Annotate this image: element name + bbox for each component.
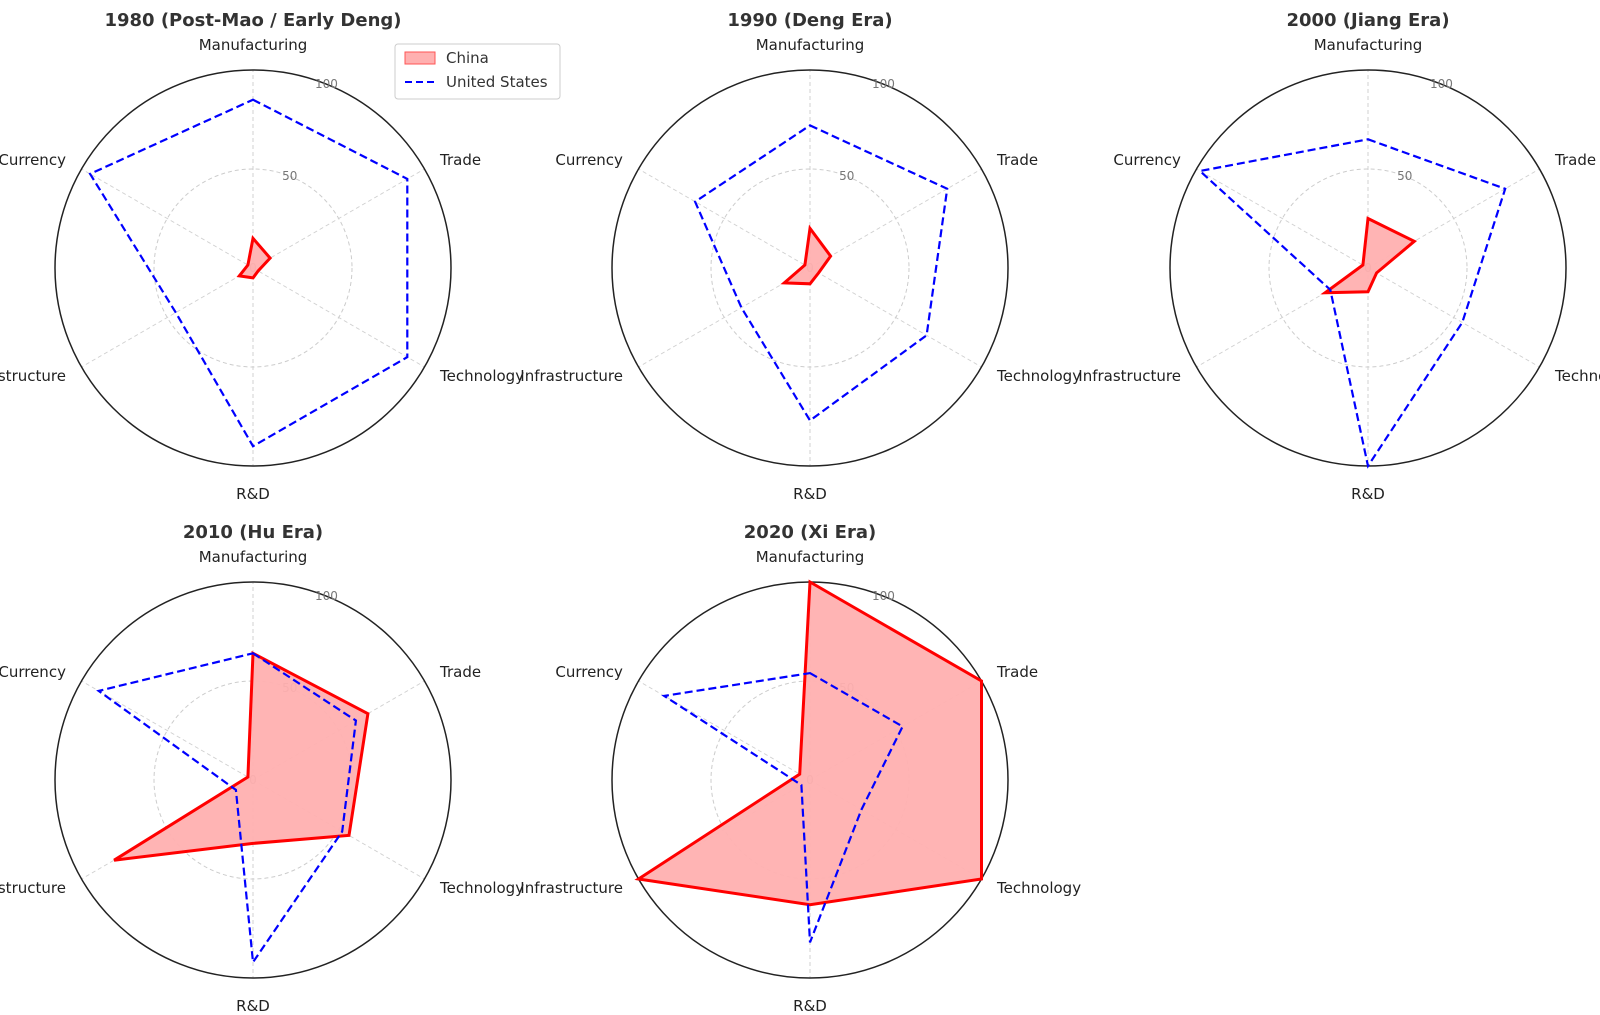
chart-title: 2020 (Xi Era) bbox=[744, 522, 876, 543]
axis-label-manufacturing: Manufacturing bbox=[1314, 36, 1423, 54]
axis-label-trade: Trade bbox=[996, 663, 1038, 681]
legend-frame bbox=[394, 43, 561, 100]
radar-panel-2: 050100ManufacturingTradeTechnologyR&DInf… bbox=[520, 10, 1081, 503]
series-china-polygon bbox=[1320, 216, 1418, 295]
axis-label-currency: Currency bbox=[555, 663, 623, 681]
radial-tick-label: 100 bbox=[1430, 77, 1453, 91]
outer-circle bbox=[54, 581, 452, 979]
radial-tick-label: 100 bbox=[315, 77, 338, 91]
axis-spoke bbox=[81, 168, 254, 269]
legend-china-swatch bbox=[404, 51, 436, 65]
series-china-polygon bbox=[236, 234, 273, 280]
axis-label-manufacturing: Manufacturing bbox=[756, 36, 865, 54]
axis-label-randd: R&D bbox=[236, 485, 270, 503]
axis-spoke bbox=[638, 267, 811, 368]
axis-label-infrastructure: Infrastructure bbox=[0, 367, 66, 385]
axis-label-infrastructure: Infrastructure bbox=[520, 879, 623, 897]
series-united-states-polygon bbox=[693, 124, 949, 423]
outer-circle bbox=[54, 69, 452, 467]
axis-spoke bbox=[638, 168, 811, 269]
axis-label-technology: Technology bbox=[996, 879, 1081, 897]
axis-label-infrastructure: Infrastructure bbox=[520, 367, 623, 385]
chart-legend: China United States bbox=[394, 43, 561, 100]
outer-circle bbox=[611, 69, 1009, 467]
axis-spoke bbox=[1367, 168, 1540, 269]
axis-label-manufacturing: Manufacturing bbox=[199, 36, 308, 54]
radar-panel-5: 050100ManufacturingTradeTechnologyR&DInf… bbox=[520, 522, 1081, 1015]
axis-spoke bbox=[809, 168, 982, 269]
axis-label-technology: Technology bbox=[996, 367, 1081, 385]
axis-spoke bbox=[81, 267, 254, 368]
axis-label-manufacturing: Manufacturing bbox=[199, 548, 308, 566]
chart-title: 2000 (Jiang Era) bbox=[1286, 10, 1449, 31]
chart-title: 2010 (Hu Era) bbox=[183, 522, 323, 543]
chart-title: 1980 (Post-Mao / Early Deng) bbox=[104, 10, 401, 31]
axis-label-technology: Technology bbox=[439, 879, 524, 897]
axis-spoke bbox=[1196, 168, 1369, 269]
legend-china-label: China bbox=[446, 49, 489, 67]
axis-label-infrastructure: Infrastructure bbox=[0, 879, 66, 897]
axis-label-trade: Trade bbox=[439, 151, 481, 169]
axis-label-technology: Technology bbox=[439, 367, 524, 385]
axis-label-currency: Currency bbox=[1113, 151, 1181, 169]
axis-label-randd: R&D bbox=[793, 485, 827, 503]
series-united-states-polygon bbox=[96, 652, 358, 966]
radial-tick-label: 100 bbox=[315, 589, 338, 603]
axis-spoke bbox=[81, 680, 254, 781]
axis-label-randd: R&D bbox=[1351, 485, 1385, 503]
axis-label-manufacturing: Manufacturing bbox=[756, 548, 865, 566]
radial-tick-label: 50 bbox=[282, 169, 297, 183]
axis-label-currency: Currency bbox=[555, 151, 623, 169]
series-united-states-polygon bbox=[661, 671, 905, 943]
axis-label-randd: R&D bbox=[236, 997, 270, 1015]
radar-panel-1: 050100ManufacturingTradeTechnologyR&DInf… bbox=[0, 10, 524, 503]
axis-spoke bbox=[252, 267, 425, 368]
series-china-polygon bbox=[780, 224, 833, 286]
radial-tick-label: 50 bbox=[1397, 169, 1412, 183]
axis-spoke bbox=[1367, 267, 1540, 368]
legend-us-label: United States bbox=[446, 73, 548, 91]
axis-spoke bbox=[809, 267, 982, 368]
axis-label-trade: Trade bbox=[1554, 151, 1596, 169]
axis-label-randd: R&D bbox=[793, 997, 827, 1015]
series-china-polygon bbox=[634, 579, 983, 907]
radar-panel-3: 050100ManufacturingTradeTechnologyR&DInf… bbox=[1078, 10, 1600, 503]
series-united-states-polygon bbox=[1197, 138, 1507, 469]
radial-tick-label: 100 bbox=[872, 77, 895, 91]
radial-tick-label: 100 bbox=[872, 589, 895, 603]
axis-label-currency: Currency bbox=[0, 151, 66, 169]
axis-label-infrastructure: Infrastructure bbox=[1078, 367, 1181, 385]
axis-label-currency: Currency bbox=[0, 663, 66, 681]
axis-label-technology: Technology bbox=[1554, 367, 1600, 385]
axis-label-trade: Trade bbox=[996, 151, 1038, 169]
series-united-states-polygon bbox=[88, 98, 409, 448]
series-china-polygon bbox=[113, 650, 370, 862]
axis-spoke bbox=[1196, 267, 1369, 368]
axis-spoke bbox=[638, 680, 811, 781]
chart-title: 1990 (Deng Era) bbox=[727, 10, 892, 31]
radar-panel-4: 050100ManufacturingTradeTechnologyR&DInf… bbox=[0, 522, 524, 1015]
axis-label-trade: Trade bbox=[439, 663, 481, 681]
axis-spoke bbox=[252, 168, 425, 269]
radial-tick-label: 50 bbox=[839, 169, 854, 183]
